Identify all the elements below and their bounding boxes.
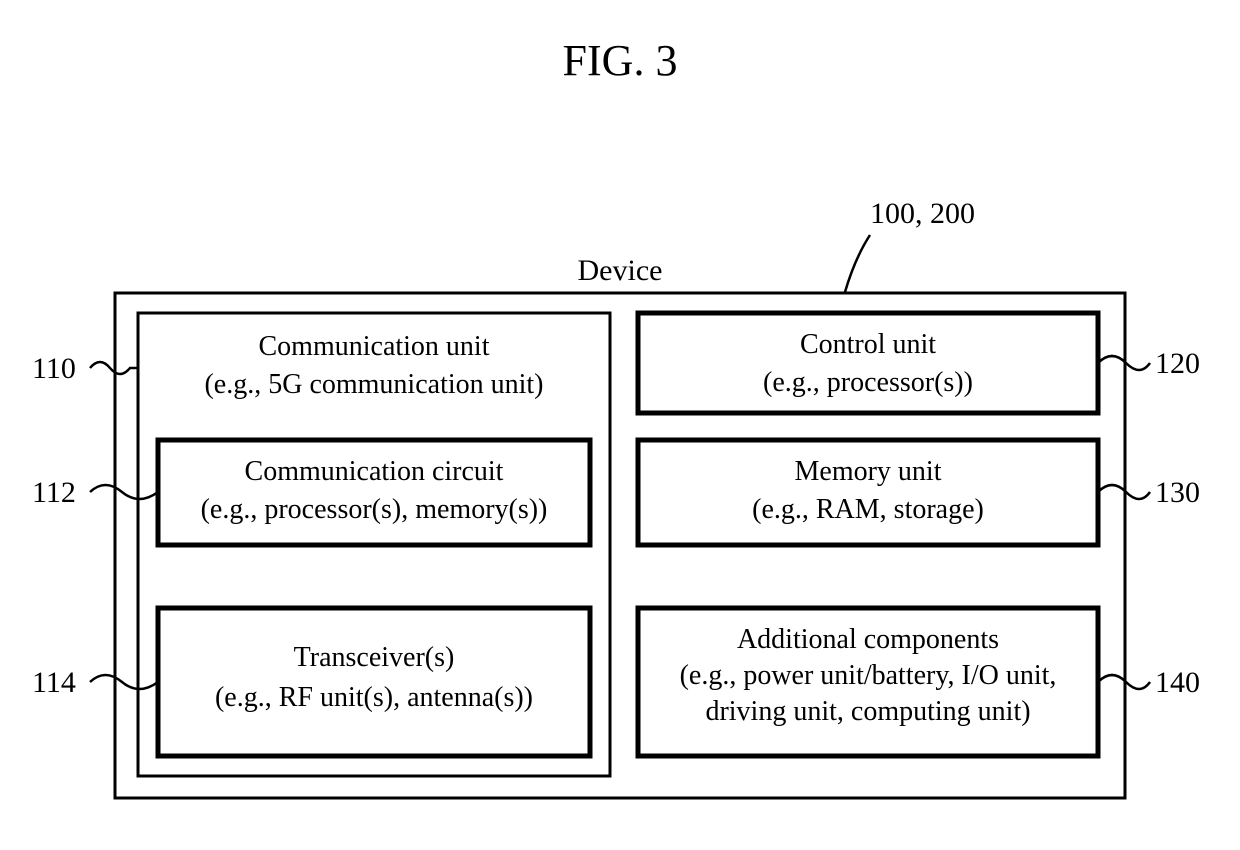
memory-unit-line1: Memory unit xyxy=(795,456,942,487)
control-unit-line2: (e.g., processor(s)) xyxy=(763,367,973,398)
ref-120: 120 xyxy=(1155,347,1200,380)
ref-130: 130 xyxy=(1155,476,1200,509)
figure-title: FIG. 3 xyxy=(563,36,678,85)
ref-110: 110 xyxy=(32,352,76,385)
figure-svg: FIG. 3 100, 200 Device Communication uni… xyxy=(0,0,1240,850)
additional-line1: Additional components xyxy=(737,624,999,655)
ref-114-squiggle xyxy=(90,675,158,689)
transceiver-line2: (e.g., RF unit(s), antenna(s)) xyxy=(215,682,533,713)
ref-114: 114 xyxy=(32,666,76,699)
memory-unit-line2: (e.g., RAM, storage) xyxy=(752,494,984,525)
additional-line2: (e.g., power unit/battery, I/O unit, xyxy=(680,660,1057,691)
additional-line3: driving unit, computing unit) xyxy=(705,696,1030,727)
ref-112-squiggle xyxy=(90,485,158,499)
control-unit-box xyxy=(638,313,1098,413)
comm-circuit-line2: (e.g., processor(s), memory(s)) xyxy=(201,494,548,525)
control-unit-line1: Control unit xyxy=(800,329,936,360)
ref-140: 140 xyxy=(1155,666,1200,699)
transceiver-line1: Transceiver(s) xyxy=(294,642,455,673)
main-ref-leader xyxy=(845,235,870,292)
comm-circuit-line1: Communication circuit xyxy=(245,456,504,487)
comm-unit-line2: (e.g., 5G communication unit) xyxy=(204,369,543,400)
device-label: Device xyxy=(578,254,663,287)
main-ref-label: 100, 200 xyxy=(870,197,975,230)
comm-unit-line1: Communication unit xyxy=(259,331,490,362)
ref-112: 112 xyxy=(32,476,76,509)
